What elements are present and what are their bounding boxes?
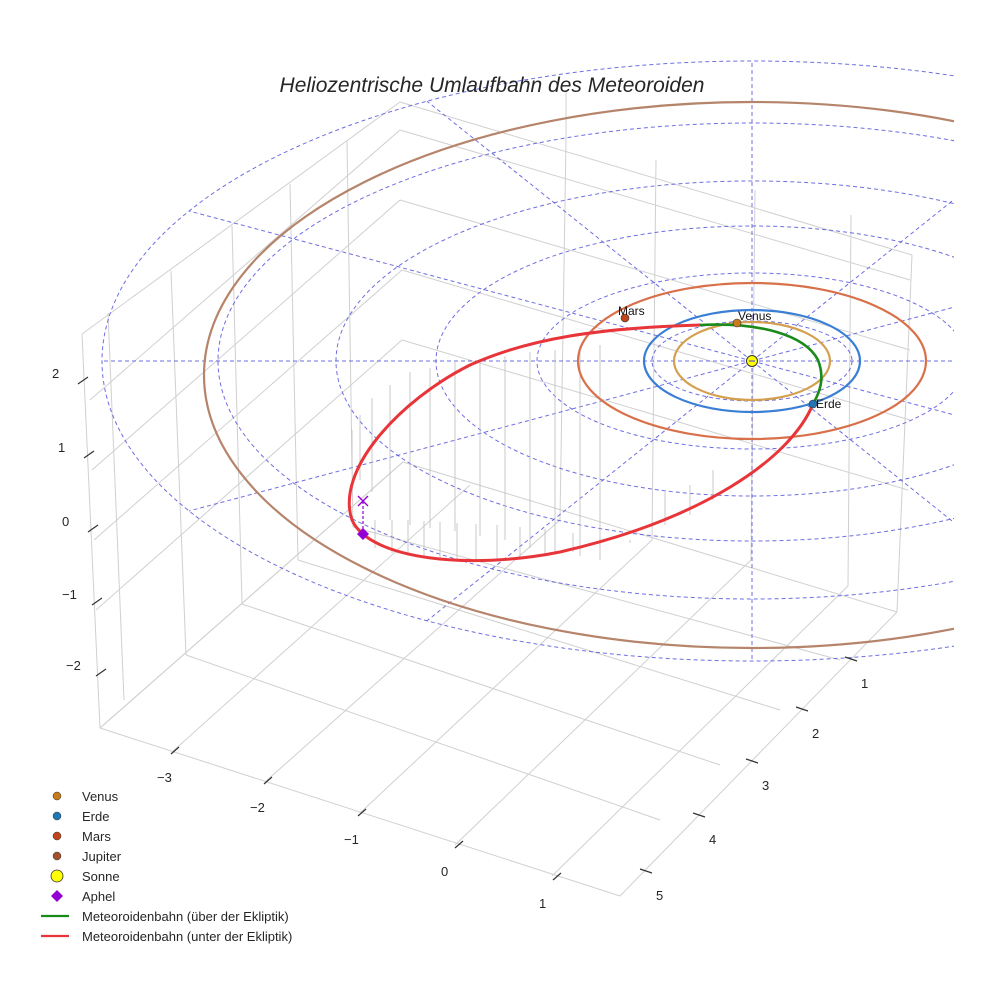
ecliptic-spoke: [188, 360, 753, 512]
x-tick-mark: [552, 872, 562, 881]
z-tick-label: 2: [52, 366, 60, 381]
x-tick-mark: [357, 808, 367, 817]
ecliptic-ring: [101, 60, 954, 662]
orbit-erde: [642, 308, 862, 414]
legend-item[interactable]: Meteoroidenbahn (über der Ekliptik): [38, 906, 292, 926]
x-tick-mark: [454, 840, 464, 849]
legend-label: Meteoroidenbahn (unter der Ekliptik): [82, 928, 293, 944]
ecliptic-spoke: [426, 360, 753, 622]
ecliptic-spoke: [188, 210, 753, 362]
y-tick-label: 1: [861, 676, 869, 691]
legend-label: Aphel: [82, 888, 116, 904]
meteoroid-orbit-above: [699, 323, 823, 405]
axes-box-grid: [81, 90, 913, 897]
legend-item[interactable]: Erde: [38, 806, 292, 826]
legend-label: Sonne: [82, 868, 120, 884]
planet-erde: [808, 399, 818, 409]
legend-item[interactable]: Aphel: [38, 886, 292, 906]
y-tick-mark: [692, 812, 706, 818]
z-tick-label: 1: [58, 440, 66, 455]
legend-item[interactable]: Mars: [38, 826, 292, 846]
legend-label: Jupiter: [82, 848, 122, 864]
planet-venus: [732, 318, 742, 328]
legend-item[interactable]: Jupiter: [38, 846, 292, 866]
orbit-mars: [576, 281, 928, 441]
meteoroid-orbit-below: [347, 323, 815, 563]
z-tick-label: −1: [62, 587, 77, 602]
orbit-venus: [672, 320, 832, 402]
dot-marker-icon: [38, 846, 78, 866]
z-tick-mark: [87, 524, 99, 533]
line-marker-icon: [38, 906, 78, 926]
aphel-projection-x: [357, 495, 369, 507]
orbit-jupiter: [203, 100, 954, 650]
y-tick-label: 2: [812, 726, 820, 741]
y-tick-mark: [844, 656, 858, 662]
y-tick-label: 4: [709, 832, 717, 847]
ecliptic-spoke: [751, 306, 954, 362]
y-tick-mark: [745, 758, 759, 764]
ecliptic-ring: [335, 180, 954, 542]
ecliptic-spoke: [751, 198, 954, 362]
legend-label: Mars: [82, 828, 111, 844]
y-tick-label: 3: [762, 778, 770, 793]
legend: Venus Erde Mars Jupiter Sonne Aphel Meteoroide…: [38, 786, 292, 946]
z-tick-mark: [95, 668, 107, 677]
legend-item[interactable]: Sonne: [38, 866, 292, 886]
x-tick-label: −1: [344, 832, 359, 847]
z-tick-mark: [83, 450, 95, 459]
x-tick-mark: [170, 746, 180, 755]
legend-item[interactable]: Venus: [38, 786, 292, 806]
line-marker-icon: [38, 926, 78, 946]
sun-marker-icon: [38, 866, 78, 886]
z-tick-mark: [91, 597, 103, 606]
ecliptic-spoke: [426, 100, 753, 362]
planet-label-erde: Erde: [816, 397, 842, 411]
x-tick-label: −2: [250, 800, 265, 815]
legend-label: Erde: [82, 808, 110, 824]
z-tick-label: 0: [62, 514, 70, 529]
legend-item[interactable]: Meteoroidenbahn (unter der Ekliptik): [38, 926, 292, 946]
legend-label: Venus: [82, 788, 119, 804]
x-tick-mark: [263, 776, 273, 785]
planet-label-venus: Venus: [738, 309, 771, 323]
y-tick-mark: [795, 706, 809, 712]
legend-label: Meteoroidenbahn (über der Ekliptik): [82, 908, 289, 924]
z-tick-label: −2: [66, 658, 81, 673]
x-tick-label: 1: [539, 896, 547, 911]
planet-mars: [620, 313, 630, 323]
dot-marker-icon: [38, 806, 78, 826]
planet-label-mars: Mars: [618, 304, 645, 318]
y-tick-mark: [639, 868, 653, 874]
aphel-marker: [357, 528, 369, 540]
x-tick-label: −3: [157, 770, 172, 785]
z-tick-mark: [77, 376, 89, 385]
x-tick-label: 0: [441, 864, 449, 879]
diamond-marker-icon: [38, 886, 78, 906]
y-tick-label: 5: [656, 888, 664, 903]
chart-title: Heliozentrische Umlaufbahn des Meteoroid…: [279, 74, 705, 97]
dot-marker-icon: [38, 786, 78, 806]
dot-marker-icon: [38, 826, 78, 846]
